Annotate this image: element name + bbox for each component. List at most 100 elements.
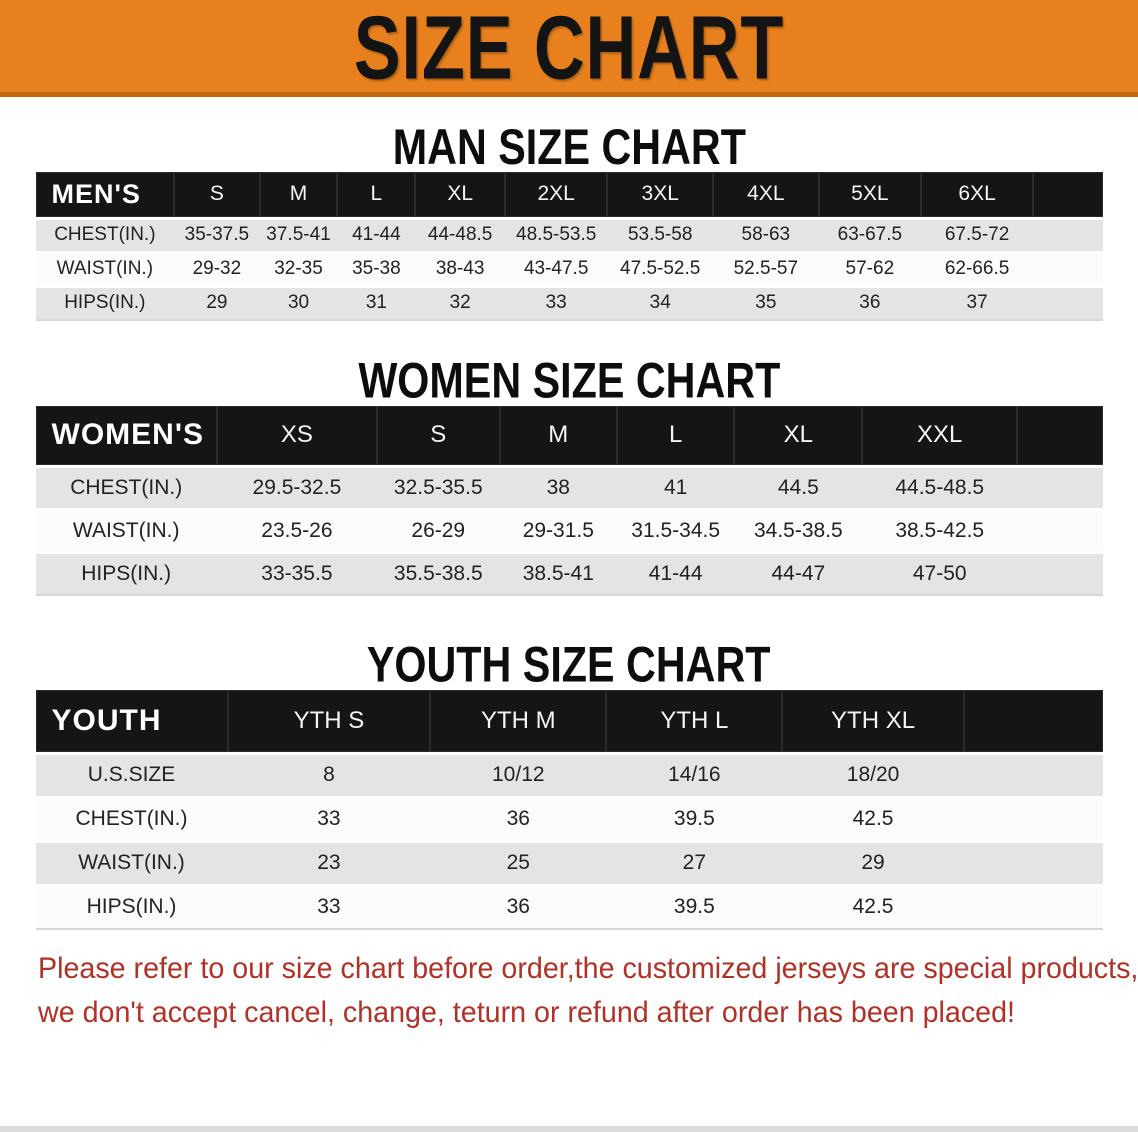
row-label: HIPS(IN.) xyxy=(35,885,228,930)
size-column-header: L xyxy=(616,406,735,468)
table-row: WAIST(IN.) 23 25 27 29 xyxy=(35,841,1103,887)
filler-cell xyxy=(1033,218,1103,254)
table-corner-label: YOUTH xyxy=(35,690,228,755)
size-value-cell: 38.5-42.5 xyxy=(862,509,1018,554)
size-value-cell: 14/16 xyxy=(606,753,783,799)
size-value-cell: 38 xyxy=(499,466,617,511)
size-value-cell: 38.5-41 xyxy=(499,552,617,596)
size-value-cell: 42.5 xyxy=(782,797,964,843)
bottom-edge-strip xyxy=(0,1126,1138,1132)
size-value-cell: 29-32 xyxy=(174,252,260,288)
size-value-cell: 67.5-72 xyxy=(921,218,1034,254)
size-column-header: S xyxy=(174,172,260,220)
size-value-cell: 37.5-41 xyxy=(259,218,338,254)
women-size-table: WOMEN'S XS S M L XL XXL CHEST(IN.) 29.5-32.5 32.… xyxy=(35,406,1103,596)
filler-cell xyxy=(1033,252,1103,288)
size-value-cell: 62-66.5 xyxy=(921,252,1034,288)
table-row: CHEST(IN.) 29.5-32.5 32.5-35.5 38 41 44.5 44.5… xyxy=(35,466,1103,511)
table-row: WAIST(IN.) 29-32 32-35 35-38 38-43 43-47.5 47.… xyxy=(35,252,1103,288)
size-column-header: YTH S xyxy=(227,690,431,755)
size-value-cell: 29 xyxy=(782,841,964,887)
size-value-cell: 36 xyxy=(430,797,607,843)
size-column-header: YTH XL xyxy=(782,690,964,755)
filler-cell xyxy=(1033,172,1103,220)
row-label: CHEST(IN.) xyxy=(35,797,228,843)
size-value-cell: 10/12 xyxy=(430,753,607,799)
men-size-table: MEN'S S M L XL 2XL 3XL 4XL 5XL 6XL CHEST(IN.) 35-3… xyxy=(35,172,1103,321)
banner-title: SIZE CHART xyxy=(353,0,785,97)
size-column-header: 2XL xyxy=(504,172,608,220)
disclaimer-line-1: Please refer to our size chart before or… xyxy=(38,952,1138,985)
size-value-cell: 32-35 xyxy=(259,252,338,288)
size-value-cell: 31.5-34.5 xyxy=(616,509,735,554)
size-column-header: XL xyxy=(415,172,505,220)
row-label: HIPS(IN.) xyxy=(35,286,175,321)
size-value-cell: 35-37.5 xyxy=(174,218,260,254)
size-value-cell: 39.5 xyxy=(606,797,783,843)
row-label: U.S.SIZE xyxy=(35,753,228,799)
size-value-cell: 35 xyxy=(713,286,819,321)
table-corner-label: MEN'S xyxy=(35,172,175,220)
size-column-header: S xyxy=(376,406,500,468)
size-column-header: 6XL xyxy=(921,172,1034,220)
size-value-cell: 33 xyxy=(504,286,608,321)
table-row: U.S.SIZE 8 10/12 14/16 18/20 xyxy=(35,753,1103,799)
table-row: CHEST(IN.) 35-37.5 37.5-41 41-44 44-48.5 48.5… xyxy=(35,218,1103,254)
size-value-cell: 23.5-26 xyxy=(216,509,377,554)
size-column-header: 5XL xyxy=(818,172,922,220)
size-value-cell: 35-38 xyxy=(337,252,416,288)
size-value-cell: 44.5-48.5 xyxy=(862,466,1018,511)
size-value-cell: 30 xyxy=(259,286,338,321)
table-row: CHEST(IN.) 33 36 39.5 42.5 xyxy=(35,797,1103,843)
filler-cell xyxy=(963,753,1103,799)
size-column-header: 3XL xyxy=(607,172,714,220)
table-row: WAIST(IN.) 23.5-26 26-29 29-31.5 31.5-34.5 34… xyxy=(35,509,1103,554)
size-column-header: 4XL xyxy=(713,172,819,220)
filler-cell xyxy=(1033,286,1103,321)
disclaimer-text: Please refer to our size chart before or… xyxy=(38,947,1138,1035)
filler-cell xyxy=(1017,406,1103,468)
size-value-cell: 34 xyxy=(607,286,714,321)
size-column-header: YTH M xyxy=(430,690,607,755)
size-value-cell: 52.5-57 xyxy=(713,252,819,288)
row-label: WAIST(IN.) xyxy=(35,841,228,887)
size-value-cell: 33-35.5 xyxy=(216,552,377,596)
size-value-cell: 53.5-58 xyxy=(607,218,714,254)
women-section-heading: WOMEN SIZE CHART xyxy=(358,353,780,410)
size-value-cell: 41 xyxy=(616,466,735,511)
size-value-cell: 26-29 xyxy=(376,509,500,554)
table-row: HIPS(IN.) 33 36 39.5 42.5 xyxy=(35,885,1103,930)
size-value-cell: 8 xyxy=(227,753,431,799)
youth-section-heading: YOUTH SIZE CHART xyxy=(367,637,771,694)
youth-size-table: YOUTH YTH S YTH M YTH L YTH XL U.S.SIZE 8 10/1… xyxy=(35,690,1103,930)
size-value-cell: 32.5-35.5 xyxy=(376,466,500,511)
youth-header-row: YOUTH YTH S YTH M YTH L YTH XL xyxy=(35,690,1103,755)
table-row: HIPS(IN.) 29 30 31 32 33 34 35 36 37 xyxy=(35,286,1103,321)
size-value-cell: 33 xyxy=(227,885,431,930)
size-value-cell: 39.5 xyxy=(606,885,783,930)
size-value-cell: 36 xyxy=(430,885,607,930)
size-column-header: M xyxy=(499,406,617,468)
filler-cell xyxy=(1017,552,1103,596)
size-value-cell: 38-43 xyxy=(415,252,505,288)
women-header-row: WOMEN'S XS S M L XL XXL xyxy=(35,406,1103,468)
size-value-cell: 57-62 xyxy=(818,252,922,288)
size-value-cell: 18/20 xyxy=(782,753,964,799)
row-label: CHEST(IN.) xyxy=(35,218,175,254)
filler-cell xyxy=(1017,466,1103,511)
size-value-cell: 29-31.5 xyxy=(499,509,617,554)
size-value-cell: 32 xyxy=(415,286,505,321)
table-row: HIPS(IN.) 33-35.5 35.5-38.5 38.5-41 41-44 44-… xyxy=(35,552,1103,596)
size-value-cell: 44-48.5 xyxy=(415,218,505,254)
size-value-cell: 25 xyxy=(430,841,607,887)
filler-cell xyxy=(963,797,1103,843)
size-column-header: M xyxy=(259,172,338,220)
size-value-cell: 23 xyxy=(227,841,431,887)
row-label: HIPS(IN.) xyxy=(35,552,217,596)
size-value-cell: 29 xyxy=(174,286,260,321)
filler-cell xyxy=(1017,509,1103,554)
filler-cell xyxy=(963,841,1103,887)
size-column-header: XXL xyxy=(862,406,1018,468)
size-value-cell: 41-44 xyxy=(337,218,416,254)
